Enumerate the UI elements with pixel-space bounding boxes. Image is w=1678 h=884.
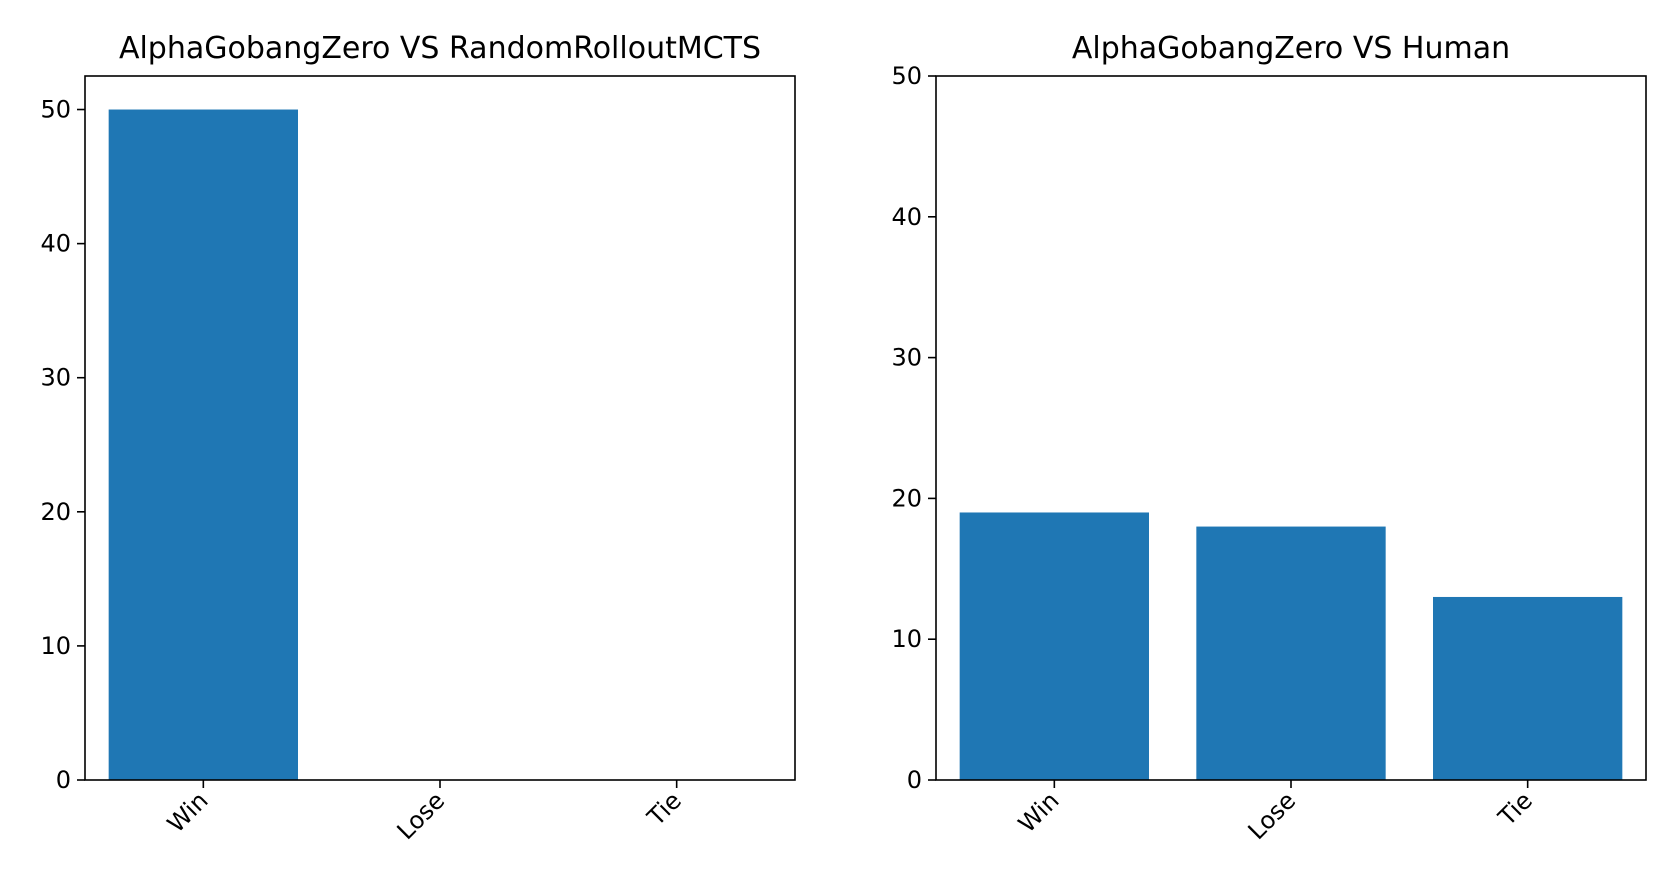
x-tick-label-lose: Lose: [1243, 786, 1302, 845]
y-tick-label: 0: [56, 766, 71, 794]
y-tick-label: 10: [891, 625, 922, 653]
x-tick-label-tie: Tie: [641, 786, 687, 832]
y-tick-label: 50: [40, 96, 71, 124]
y-tick-label: 40: [40, 230, 71, 258]
bar-win: [108, 109, 299, 781]
chart-title: AlphaGobangZero VS Human: [1072, 31, 1510, 66]
y-tick-label: 40: [891, 203, 922, 231]
chart-random-rollout: AlphaGobangZero VS RandomRolloutMCTS 0 10…: [40, 31, 796, 845]
x-tick-label-lose: Lose: [392, 786, 451, 845]
bar-win: [959, 512, 1149, 780]
bar-tie: [1433, 596, 1623, 780]
x-tick-label-win: Win: [162, 786, 214, 838]
y-tick-label: 20: [40, 498, 71, 526]
x-tick-label-win: Win: [1013, 786, 1065, 838]
bar-lose: [1196, 526, 1386, 780]
y-tick-label: 50: [891, 62, 922, 90]
y-tick-label: 30: [891, 344, 922, 372]
chart-human: AlphaGobangZero VS Human 0 10 20 30 40 50 Win L…: [891, 31, 1647, 845]
y-tick-label: 0: [907, 766, 922, 794]
chart-title: AlphaGobangZero VS RandomRolloutMCTS: [119, 31, 761, 66]
y-tick-label: 30: [40, 364, 71, 392]
y-tick-label: 10: [40, 632, 71, 660]
x-tick-label-tie: Tie: [1492, 786, 1538, 832]
y-tick-label: 20: [891, 484, 922, 512]
